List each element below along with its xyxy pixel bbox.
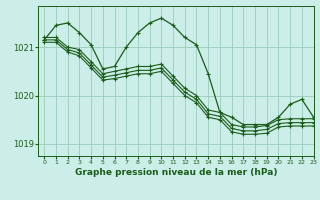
X-axis label: Graphe pression niveau de la mer (hPa): Graphe pression niveau de la mer (hPa)	[75, 168, 277, 177]
